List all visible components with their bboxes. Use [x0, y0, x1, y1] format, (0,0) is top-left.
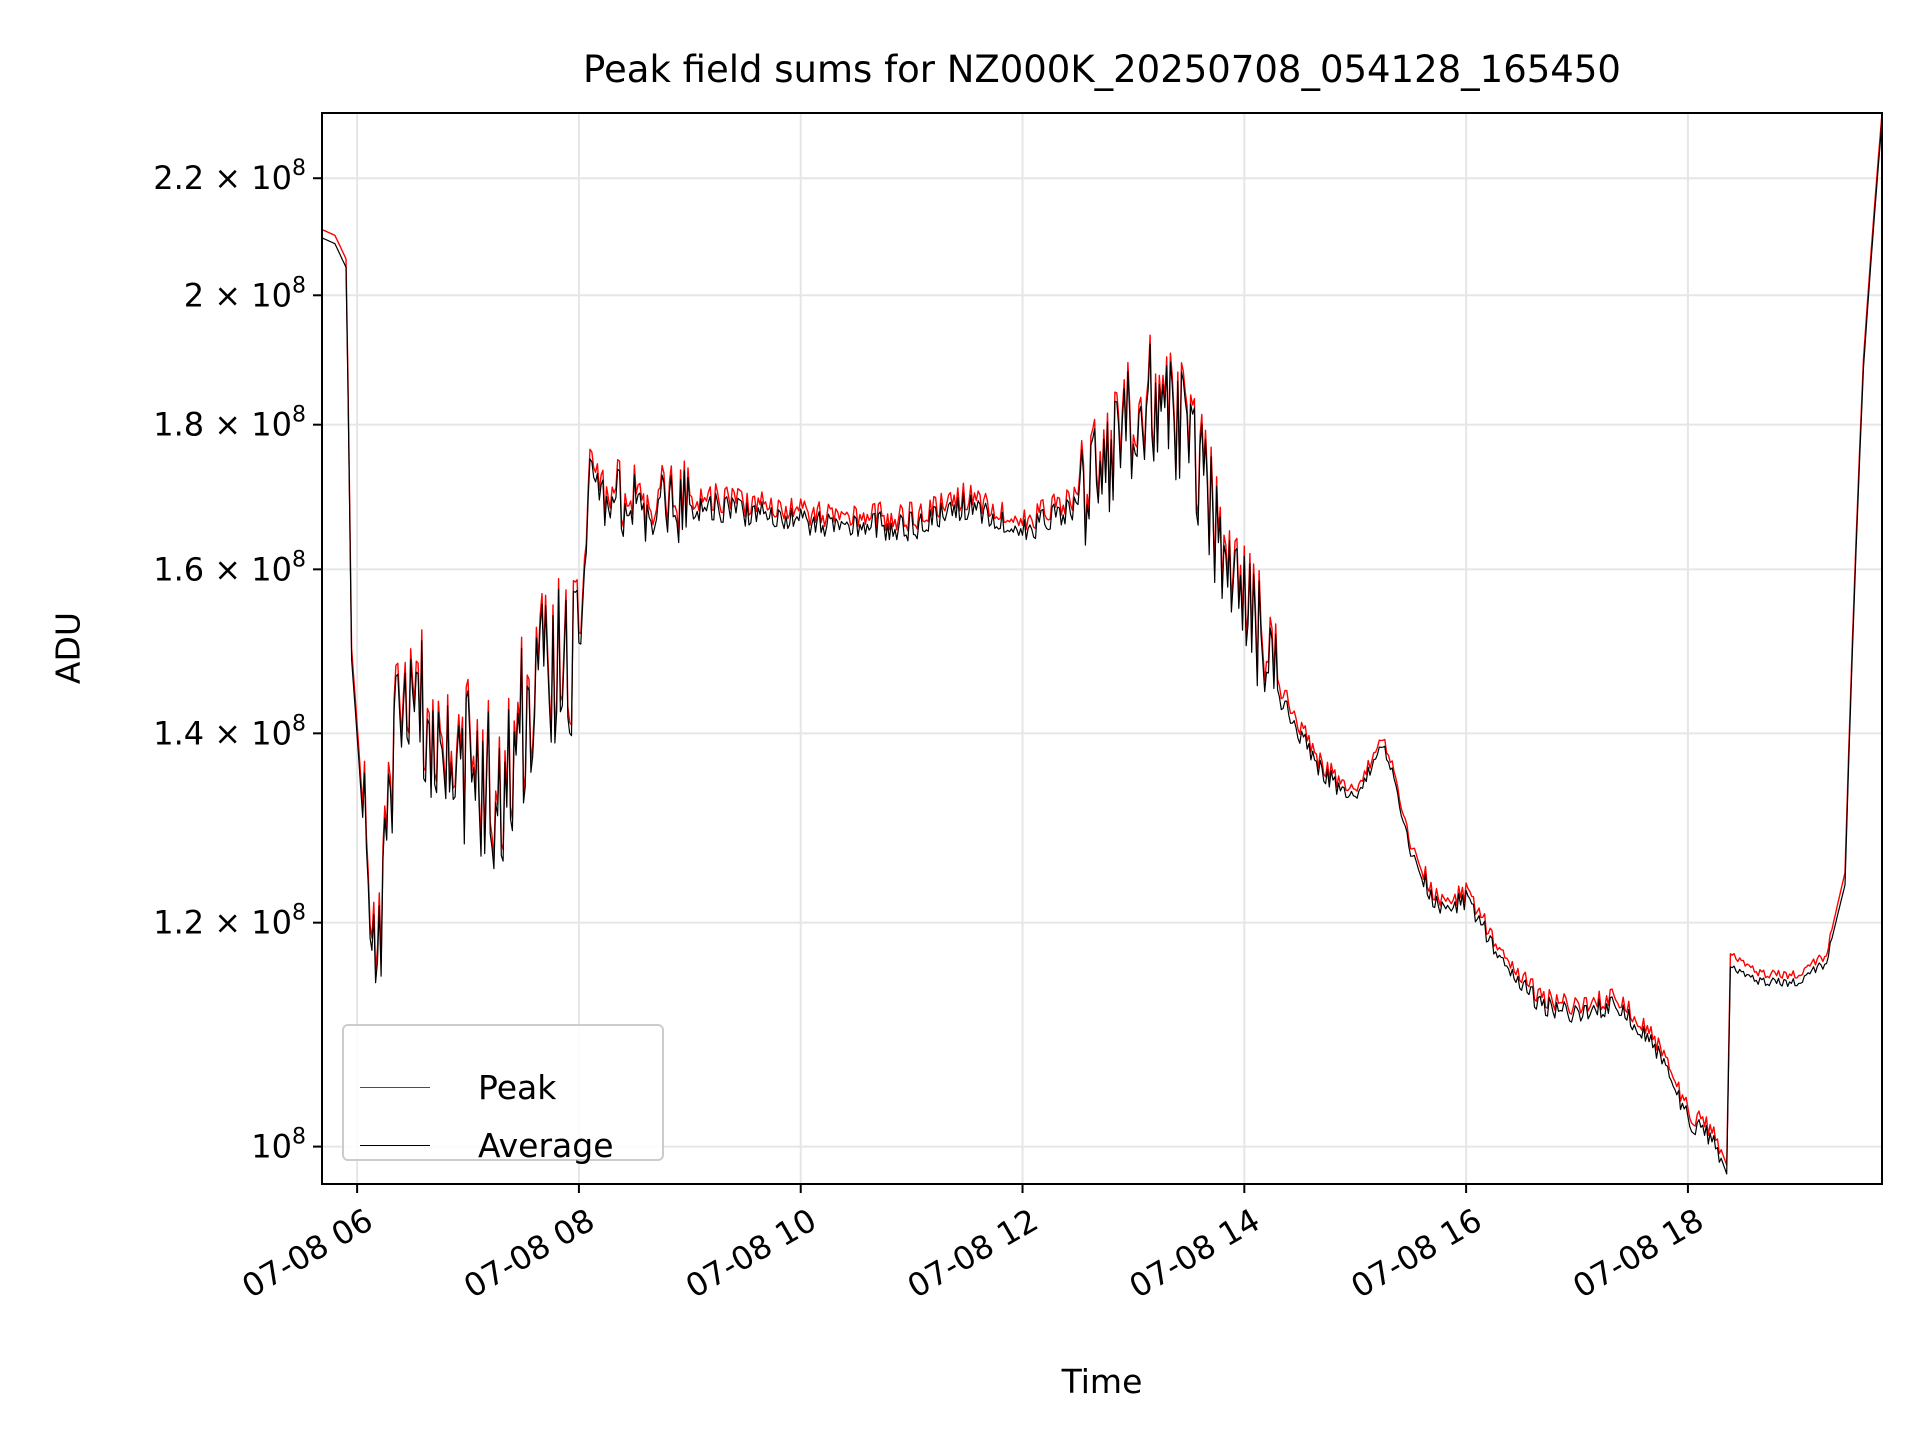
y-tick-label: 1.4 × 108: [153, 711, 306, 752]
series-layer: [321, 112, 1883, 1175]
x-axis: 07-08 06 07-08 08 07-08 10 07-08 12 07-08 14…: [236, 1184, 1710, 1306]
legend-swatch-average: [360, 1145, 430, 1146]
y-axis-label: ADU: [48, 611, 88, 685]
legend-item-peak: Peak: [344, 1068, 662, 1108]
x-tick-label: 07-08 06: [236, 1201, 380, 1306]
grid: [322, 113, 1882, 1184]
x-tick-label: 07-08 16: [1345, 1201, 1489, 1306]
x-tick-label: 07-08 14: [1123, 1201, 1267, 1306]
y-axis: 108 1.2 × 108 1.4 × 108 1.6 × 108 1.8 × 108 2…: [153, 156, 322, 1166]
y-tick-label: 108: [251, 1125, 306, 1166]
x-tick-label: 07-08 18: [1566, 1201, 1710, 1306]
y-tick-label: 2.2 × 108: [153, 156, 306, 197]
legend-label-peak: Peak: [478, 1068, 557, 1107]
y-tick-label: 1.6 × 108: [153, 547, 306, 588]
legend: Peak Average: [342, 1024, 664, 1165]
x-tick-label: 07-08 08: [457, 1201, 601, 1306]
legend-swatch-peak: [360, 1087, 430, 1088]
y-tick-label: 2 × 108: [184, 273, 306, 314]
x-axis-label: Time: [1061, 1362, 1143, 1401]
legend-label-average: Average: [478, 1126, 614, 1165]
x-tick-label: 07-08 10: [679, 1201, 823, 1306]
series-line-peak: [321, 112, 1883, 1166]
plot-frame: [321, 112, 1883, 1185]
chart-title: Peak field sums for NZ000K_20250708_0541…: [583, 48, 1621, 91]
y-tick-label: 1.2 × 108: [153, 901, 306, 942]
legend-item-average: Average: [344, 1126, 662, 1166]
series-line-average: [321, 118, 1883, 1175]
y-tick-label: 1.8 × 108: [153, 403, 306, 444]
x-tick-label: 07-08 12: [901, 1201, 1045, 1306]
